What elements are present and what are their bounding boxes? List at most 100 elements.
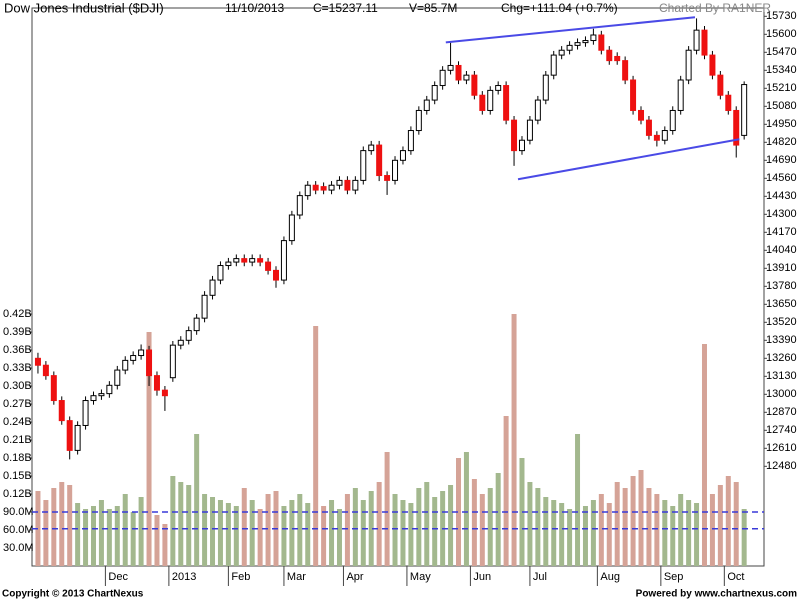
x-tick-label: Apr: [346, 571, 363, 583]
candle-body: [384, 175, 391, 181]
candle-body: [534, 99, 541, 121]
volume-bar: [106, 509, 112, 566]
candle-body: [122, 359, 129, 371]
volume-bar: [567, 509, 573, 566]
y-tick-label: 14170: [766, 226, 797, 238]
y-tick-label: 14040: [766, 244, 797, 256]
candle-body: [431, 85, 438, 101]
candle-body: [185, 330, 192, 341]
volume-bar: [75, 503, 81, 566]
candle-body: [153, 375, 160, 391]
y2-tick-label: 30.0M: [3, 542, 34, 554]
candle-body: [58, 400, 65, 422]
candle-body: [685, 49, 692, 81]
credit-label: Charted By RA1NER: [659, 1, 771, 15]
candle-body: [518, 139, 525, 152]
x-tick-label: Dec: [108, 571, 128, 583]
candle-body: [392, 159, 399, 181]
y-tick-label: 15730: [766, 10, 797, 22]
volume-bar: [479, 494, 485, 566]
volume-bar: [154, 515, 160, 566]
candle-body: [312, 184, 319, 191]
y-tick-label: 14690: [766, 154, 797, 166]
y2-tick-label: 0.30B: [3, 380, 32, 392]
candle-body: [399, 150, 406, 161]
volume-bar: [114, 506, 120, 566]
volume-bar: [194, 434, 200, 566]
volume-bar: [408, 503, 414, 566]
volume-bar: [257, 509, 263, 566]
volume-bar: [202, 494, 208, 566]
volume-bar: [186, 485, 192, 566]
volume-bar: [51, 488, 57, 566]
candle-body: [693, 29, 700, 51]
volume-bar: [622, 488, 628, 566]
y-tick-label: 14820: [766, 136, 797, 148]
candle-body: [50, 375, 57, 402]
y2-tick-label: 90.0M: [3, 506, 34, 518]
x-tick-label: Jun: [473, 571, 491, 583]
volume-bar: [582, 506, 588, 566]
candle-body: [503, 85, 510, 121]
y-tick-label: 13000: [766, 388, 797, 400]
candle-body: [415, 109, 422, 132]
candle-body: [661, 130, 668, 141]
volume-bar: [122, 494, 128, 566]
candle-body: [138, 349, 145, 357]
candle-body: [265, 261, 272, 271]
volume-bar: [527, 482, 533, 566]
candle-body: [645, 119, 652, 136]
volume-bar: [717, 485, 723, 566]
volume-bar: [495, 473, 501, 566]
candle-body: [336, 179, 343, 186]
volume-bar: [535, 488, 541, 566]
volume-bar: [130, 512, 136, 566]
candle-body: [550, 54, 557, 76]
candle-body: [376, 144, 383, 177]
candle-body: [511, 119, 518, 152]
candle-body: [638, 109, 645, 121]
y-tick-label: 12480: [766, 460, 797, 472]
copyright: Copyright © 2013 ChartNexus: [2, 589, 144, 600]
candle-body: [225, 261, 232, 267]
candle-body: [249, 258, 256, 263]
volume-bar: [519, 458, 525, 566]
volume-bar: [67, 485, 73, 566]
candle-body: [161, 389, 168, 397]
candle-body: [741, 84, 748, 136]
y-tick-label: 14560: [766, 172, 797, 184]
volume-bar: [487, 488, 493, 566]
volume-bar: [725, 476, 731, 566]
close-label: C=15237.11: [313, 1, 378, 15]
volume-bar: [709, 494, 715, 566]
volume-bar: [701, 344, 707, 566]
date-label: 11/10/2013: [225, 1, 284, 15]
candle-body: [733, 109, 740, 146]
candle-body: [701, 29, 708, 56]
volume-bar: [471, 479, 477, 566]
volume-bar: [559, 503, 565, 566]
y-tick-label: 12740: [766, 424, 797, 436]
candle-body: [582, 40, 589, 44]
x-tick-label: Aug: [600, 571, 620, 583]
volume-bar: [694, 503, 700, 566]
volume-bar: [241, 488, 247, 566]
volume-bar: [543, 497, 549, 566]
y-tick-label: 12610: [766, 442, 797, 454]
candle-body: [368, 144, 375, 152]
volume-bar: [575, 434, 581, 566]
y2-tick-label: 0.12B: [3, 488, 32, 500]
candle-body: [717, 74, 724, 96]
candle-body: [463, 74, 470, 81]
candle-body: [407, 130, 414, 152]
candle-body: [296, 195, 303, 216]
y2-tick-label: 0.27B: [3, 398, 32, 410]
candle-body: [82, 400, 89, 426]
candle-body: [352, 179, 359, 191]
candle-body: [193, 317, 200, 332]
candle-body: [590, 34, 597, 42]
candle-body: [146, 349, 153, 377]
y2-tick-label: 0.24B: [3, 416, 32, 428]
candle-body: [709, 54, 716, 76]
